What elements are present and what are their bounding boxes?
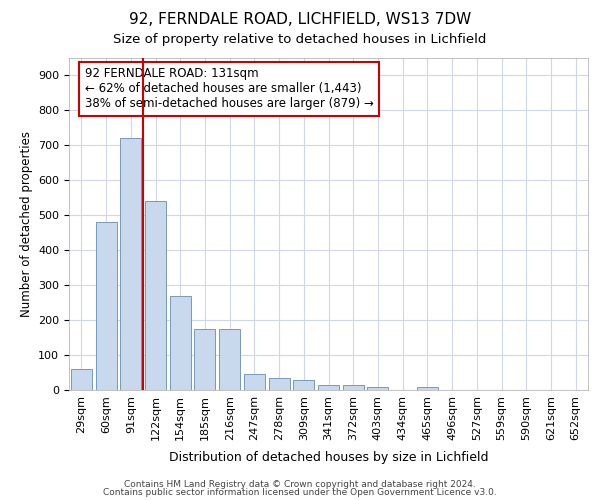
Bar bbox=[293, 380, 314, 390]
Bar bbox=[145, 201, 166, 390]
Bar bbox=[343, 385, 364, 390]
X-axis label: Distribution of detached houses by size in Lichfield: Distribution of detached houses by size … bbox=[169, 451, 488, 464]
Bar bbox=[318, 385, 339, 390]
Bar bbox=[244, 374, 265, 390]
Text: Contains public sector information licensed under the Open Government Licence v3: Contains public sector information licen… bbox=[103, 488, 497, 497]
Text: 92 FERNDALE ROAD: 131sqm
← 62% of detached houses are smaller (1,443)
38% of sem: 92 FERNDALE ROAD: 131sqm ← 62% of detach… bbox=[85, 68, 373, 110]
Bar bbox=[367, 386, 388, 390]
Text: Contains HM Land Registry data © Crown copyright and database right 2024.: Contains HM Land Registry data © Crown c… bbox=[124, 480, 476, 489]
Bar bbox=[120, 138, 141, 390]
Bar bbox=[170, 296, 191, 390]
Bar bbox=[95, 222, 116, 390]
Bar bbox=[194, 329, 215, 390]
Text: 92, FERNDALE ROAD, LICHFIELD, WS13 7DW: 92, FERNDALE ROAD, LICHFIELD, WS13 7DW bbox=[129, 12, 471, 28]
Bar bbox=[417, 387, 438, 390]
Bar bbox=[269, 378, 290, 390]
Bar bbox=[219, 329, 240, 390]
Y-axis label: Number of detached properties: Number of detached properties bbox=[20, 130, 32, 317]
Bar bbox=[71, 369, 92, 390]
Text: Size of property relative to detached houses in Lichfield: Size of property relative to detached ho… bbox=[113, 32, 487, 46]
